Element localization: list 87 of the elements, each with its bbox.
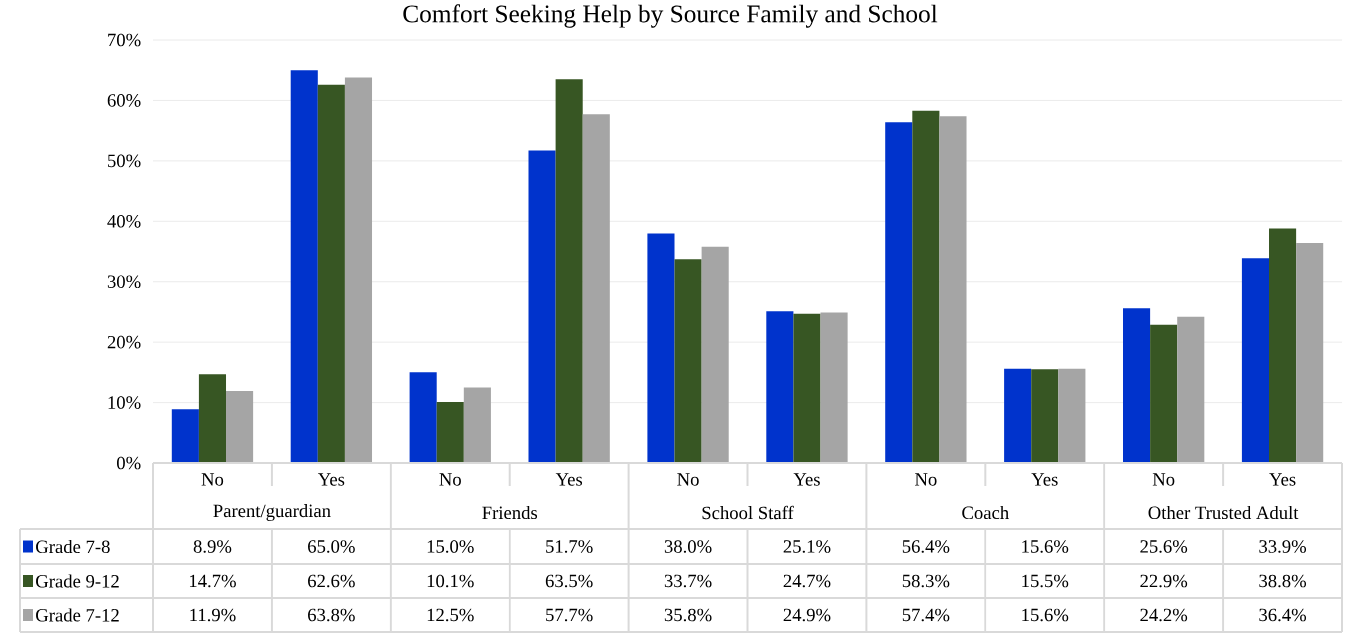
bar bbox=[766, 311, 794, 464]
bar bbox=[939, 116, 967, 464]
data-label: 12.5% bbox=[427, 608, 474, 622]
data-label: 24.7% bbox=[783, 574, 831, 588]
legend-label: Grade 9-12 bbox=[36, 574, 119, 588]
data-label: 15.6% bbox=[1022, 608, 1069, 622]
bar bbox=[1269, 228, 1297, 464]
bar bbox=[912, 110, 940, 464]
data-label: 15.6% bbox=[1022, 540, 1069, 553]
x-tick-label: No bbox=[677, 473, 699, 486]
data-label: 10.1% bbox=[427, 574, 474, 588]
data-label: 33.7% bbox=[664, 574, 712, 588]
x-tick-label: No bbox=[439, 473, 461, 486]
y-tick-label: 40% bbox=[107, 214, 141, 228]
bar bbox=[647, 233, 675, 464]
bar bbox=[555, 79, 583, 464]
data-label: 15.5% bbox=[1022, 574, 1069, 588]
y-tick-label: 10% bbox=[108, 396, 141, 409]
bar bbox=[1123, 308, 1151, 464]
text: School Staff bbox=[702, 505, 794, 520]
bar bbox=[885, 122, 913, 464]
x-tick-label: No bbox=[1152, 473, 1175, 486]
bar bbox=[1004, 368, 1032, 464]
bar bbox=[1031, 369, 1059, 464]
data-label: 25.6% bbox=[1140, 540, 1188, 553]
x-tick-label: Yes bbox=[555, 473, 583, 486]
data-label: 14.7% bbox=[189, 574, 236, 588]
data-label: 8.9% bbox=[193, 540, 232, 553]
bar bbox=[290, 70, 318, 464]
y-tick-label: 60% bbox=[107, 94, 141, 107]
text: Other Trusted Adult bbox=[1148, 505, 1299, 520]
data-label: 25.1% bbox=[783, 540, 831, 553]
bar bbox=[1241, 258, 1270, 464]
data-label: 24.2% bbox=[1140, 608, 1188, 622]
text: Friends bbox=[482, 505, 538, 520]
bar bbox=[171, 409, 199, 464]
data-label: 57.7% bbox=[546, 608, 593, 622]
x-tick-label: Yes bbox=[1269, 473, 1296, 486]
data-label: 56.4% bbox=[902, 540, 950, 553]
y-tick-label: 30% bbox=[107, 275, 141, 289]
chart-title: Comfort Seeking Help by Source Family and School bbox=[403, 4, 938, 28]
bar bbox=[528, 150, 556, 464]
bar bbox=[317, 84, 345, 464]
bar bbox=[793, 313, 821, 464]
bar bbox=[582, 114, 610, 464]
data-label: 63.5% bbox=[545, 574, 593, 588]
y-tick-label: 70% bbox=[108, 33, 141, 47]
data-label: 24.9% bbox=[783, 608, 831, 622]
bar bbox=[1058, 368, 1086, 464]
x-tick-label: Yes bbox=[317, 473, 345, 486]
bar bbox=[1150, 324, 1178, 464]
bar bbox=[198, 374, 227, 464]
legend-label: Grade 7-8 bbox=[36, 539, 110, 554]
bar bbox=[674, 259, 702, 464]
bar bbox=[463, 387, 491, 464]
bar bbox=[820, 312, 848, 464]
data-label: 57.4% bbox=[902, 608, 950, 622]
y-tick-label: 20% bbox=[107, 335, 141, 349]
x-tick-label: Yes bbox=[793, 473, 820, 486]
bar bbox=[409, 372, 437, 464]
bar bbox=[701, 246, 729, 464]
bar bbox=[344, 77, 373, 464]
legend-label: Grade 7-12 bbox=[36, 608, 119, 622]
data-label: 15.0% bbox=[427, 540, 474, 553]
data-label: 35.8% bbox=[664, 608, 712, 622]
data-label: 63.8% bbox=[308, 608, 355, 622]
x-tick-label: No bbox=[915, 473, 937, 486]
data-label: 22.9% bbox=[1140, 574, 1188, 588]
y-tick-label: 0% bbox=[117, 456, 141, 470]
data-label: 36.4% bbox=[1259, 608, 1307, 622]
data-label: 58.3% bbox=[902, 574, 950, 588]
x-tick-label: Yes bbox=[1031, 473, 1058, 486]
bar bbox=[1296, 243, 1324, 464]
x-tick-label: No bbox=[201, 473, 224, 486]
data-label: 11.9% bbox=[190, 608, 236, 622]
text: Coach bbox=[962, 505, 1009, 520]
data-label: 65.0% bbox=[308, 540, 355, 553]
data-label: 38.8% bbox=[1259, 574, 1307, 588]
data-label: 38.0% bbox=[664, 540, 712, 553]
data-label: 33.9% bbox=[1259, 540, 1307, 553]
bar bbox=[436, 401, 464, 464]
data-label: 62.6% bbox=[308, 574, 355, 588]
bar bbox=[1177, 316, 1205, 464]
bar bbox=[226, 391, 254, 464]
y-tick-label: 50% bbox=[108, 154, 141, 168]
text: Parent/guardian bbox=[213, 504, 331, 522]
data-label: 51.7% bbox=[546, 540, 593, 553]
